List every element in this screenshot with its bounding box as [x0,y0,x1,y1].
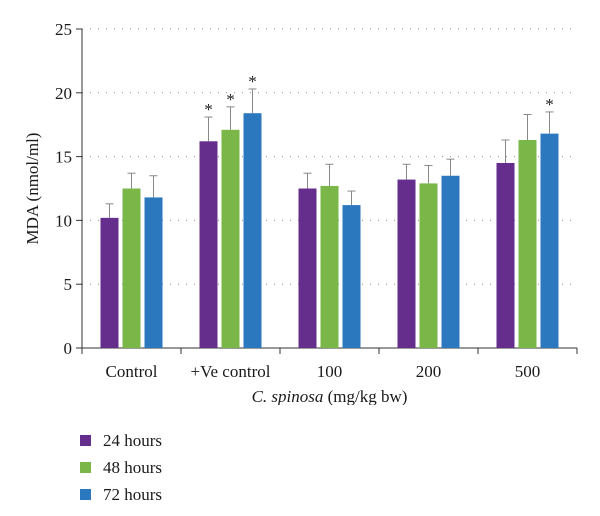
bar [144,197,163,348]
legend-label-72h: 72 hours [103,484,163,504]
bar [496,162,515,348]
y-tick-label: 0 [64,339,73,358]
x-tick-label: 200 [416,362,442,381]
bar [199,141,218,348]
legend: 24 hours 48 hours 72 hours [80,427,162,508]
x-axis-label-rest: (mg/kg bw) [323,387,407,405]
x-tick-label: 100 [317,362,343,381]
bar [320,185,339,348]
x-tick-label: Control [106,362,158,381]
y-tick-label: 10 [55,211,72,230]
legend-label-48h: 48 hours [103,457,163,477]
x-tick-label: 500 [515,362,541,381]
bar [540,133,559,348]
y-tick-label: 20 [55,84,72,103]
significance-marker: * [248,72,257,91]
legend-swatch-48h [80,462,91,473]
bar [221,129,240,348]
y-tick-label: 15 [55,148,72,167]
legend-item-48h: 48 hours [80,454,162,481]
bar-chart: 0 5 10 15 20 25 Control * * * +Ve control 100 200 * 50… [23,20,578,405]
bar [298,188,317,348]
legend-swatch-24h [80,435,91,446]
significance-marker: * [226,90,235,109]
significance-marker: * [545,95,554,114]
bar [100,217,119,348]
legend-item-24h: 24 hours [80,427,162,454]
legend-swatch-72h [80,489,91,500]
bar [419,183,438,348]
bar [342,205,361,348]
legend-item-72h: 72 hours [80,481,162,508]
bar [441,175,460,348]
bar [122,188,141,348]
y-tick-label: 25 [55,20,72,39]
y-tick-label: 5 [64,275,73,294]
y-axis-label: MDA (nmol/ml) [23,133,42,245]
bar [397,179,416,348]
x-axis-label: C. spinosa (mg/kg bw) [252,387,408,405]
x-tick-label: +Ve control [191,362,271,381]
legend-label-24h: 24 hours [103,430,163,450]
significance-marker: * [204,100,213,119]
bar [518,140,537,348]
x-axis-label-italic: C. spinosa [252,387,324,405]
bar [243,113,262,348]
